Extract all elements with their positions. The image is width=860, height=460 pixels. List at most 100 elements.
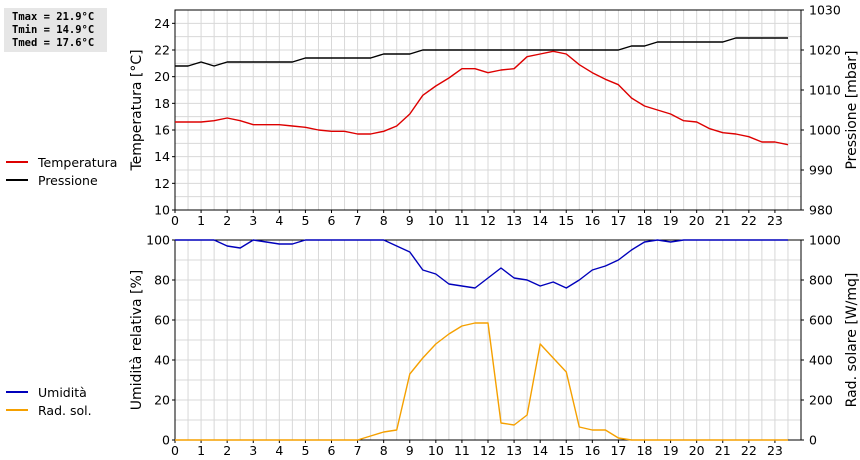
legend-bottom: Umidità Rad. sol. bbox=[6, 383, 92, 419]
x-tick-label: 19 bbox=[663, 213, 679, 228]
x-tick-label: 18 bbox=[637, 213, 653, 228]
y-right-tick-label: 600 bbox=[809, 313, 833, 328]
y-left-tick-label: 20 bbox=[154, 69, 170, 84]
x-tick-label: 17 bbox=[610, 443, 626, 458]
y-left-tick-label: 60 bbox=[154, 313, 170, 328]
series-line-umidita bbox=[175, 239, 788, 289]
x-tick-label: 4 bbox=[275, 213, 283, 228]
x-tick-label: 2 bbox=[223, 443, 231, 458]
y-right-tick-label: 0 bbox=[809, 433, 817, 448]
x-tick-label: 0 bbox=[171, 213, 179, 228]
x-tick-label: 8 bbox=[380, 443, 388, 458]
legend-swatch-radsol bbox=[6, 409, 28, 411]
y-left-tick-label: 22 bbox=[154, 43, 170, 58]
x-tick-label: 8 bbox=[380, 213, 388, 228]
legend-label-temperatura: Temperatura bbox=[38, 154, 118, 170]
x-tick-label: 10 bbox=[428, 213, 444, 228]
x-tick-label: 2 bbox=[223, 213, 231, 228]
x-tick-label: 23 bbox=[767, 443, 783, 458]
y-left-tick-label: 18 bbox=[154, 96, 170, 111]
x-tick-label: 10 bbox=[428, 443, 444, 458]
x-tick-label: 1 bbox=[197, 443, 205, 458]
y-left-tick-label: 100 bbox=[146, 233, 170, 248]
x-tick-label: 17 bbox=[610, 213, 626, 228]
y-right-axis-title: Rad. solare [W/mq] bbox=[844, 273, 860, 408]
x-tick-label: 4 bbox=[275, 443, 283, 458]
tmed-text: Tmed = 17.6°C bbox=[12, 37, 95, 49]
x-tick-label: 3 bbox=[249, 443, 257, 458]
x-tick-label: 12 bbox=[480, 443, 496, 458]
tmin-text: Tmin = 14.9°C bbox=[12, 24, 95, 36]
x-tick-label: 21 bbox=[715, 213, 731, 228]
x-tick-label: 13 bbox=[506, 213, 522, 228]
chart-panel-top: 0 1 2 3 4 5 6 7 8 9 10 11 12 13 14 15 16 17 18 19 20 21 22 2310… bbox=[129, 3, 860, 229]
y-left-axis-title: Temperatura [°C] bbox=[129, 49, 145, 171]
legend-item-temperatura: Temperatura bbox=[6, 153, 117, 171]
y-right-tick-label: 990 bbox=[809, 163, 833, 178]
x-tick-label: 14 bbox=[532, 443, 548, 458]
x-tick-label: 23 bbox=[767, 213, 783, 228]
series-line-temperatura bbox=[175, 50, 789, 146]
x-tick-label: 7 bbox=[354, 213, 362, 228]
legend-swatch-umidita bbox=[6, 391, 28, 393]
y-left-tick-label: 80 bbox=[154, 273, 170, 288]
x-tick-label: 11 bbox=[454, 213, 470, 228]
y-right-tick-label: 980 bbox=[809, 203, 833, 218]
x-tick-label: 3 bbox=[249, 213, 257, 228]
legend-item-umidita: Umidità bbox=[6, 383, 92, 401]
x-tick-label: 18 bbox=[637, 443, 653, 458]
y-right-tick-label: 200 bbox=[809, 393, 833, 408]
x-tick-label: 12 bbox=[480, 213, 496, 228]
x-tick-label: 6 bbox=[328, 443, 336, 458]
series-line-radsol bbox=[175, 322, 788, 441]
x-tick-label: 15 bbox=[558, 443, 574, 458]
legend-item-radsol: Rad. sol. bbox=[6, 401, 92, 419]
x-tick-label: 15 bbox=[558, 213, 574, 228]
x-tick-label: 22 bbox=[741, 443, 757, 458]
y-right-tick-label: 400 bbox=[809, 353, 833, 368]
y-right-tick-label: 1000 bbox=[809, 123, 841, 138]
legend-swatch-temperatura bbox=[6, 161, 28, 163]
y-left-tick-label: 24 bbox=[154, 16, 170, 31]
legend-swatch-pressione bbox=[6, 179, 28, 181]
y-right-tick-label: 1020 bbox=[809, 43, 841, 58]
legend-label-umidita: Umidità bbox=[38, 384, 87, 400]
x-tick-label: 11 bbox=[454, 443, 470, 458]
legend-item-pressione: Pressione bbox=[6, 171, 117, 189]
x-tick-label: 20 bbox=[689, 213, 705, 228]
x-tick-label: 9 bbox=[406, 213, 414, 228]
y-left-tick-label: 14 bbox=[154, 149, 170, 164]
x-tick-label: 13 bbox=[506, 443, 522, 458]
x-tick-label: 7 bbox=[354, 443, 362, 458]
y-right-tick-label: 1000 bbox=[809, 233, 841, 248]
series-line-pressione bbox=[175, 37, 788, 67]
x-tick-label: 16 bbox=[584, 443, 600, 458]
x-tick-label: 22 bbox=[741, 213, 757, 228]
x-tick-label: 5 bbox=[301, 213, 309, 228]
tmax-text: Tmax = 21.9°C bbox=[12, 11, 95, 23]
stats-box: Tmax = 21.9°C Tmin = 14.9°C Tmed = 17.6°… bbox=[4, 8, 107, 52]
y-right-tick-label: 1010 bbox=[809, 83, 841, 98]
x-tick-label: 21 bbox=[715, 443, 731, 458]
legend-label-pressione: Pressione bbox=[38, 172, 98, 188]
x-tick-label: 1 bbox=[197, 213, 205, 228]
x-tick-label: 14 bbox=[532, 213, 548, 228]
y-right-tick-label: 800 bbox=[809, 273, 833, 288]
y-left-tick-label: 16 bbox=[154, 123, 170, 138]
legend-top: Temperatura Pressione bbox=[6, 153, 117, 189]
y-left-tick-label: 10 bbox=[154, 203, 170, 218]
x-tick-label: 0 bbox=[171, 443, 179, 458]
y-right-axis-title: Pressione [mbar] bbox=[844, 50, 860, 169]
x-tick-label: 20 bbox=[689, 443, 705, 458]
chart-panel-bottom: 0 1 2 3 4 5 6 7 8 9 10 11 12 13 14 15 16 17 18 19 20 21 22 2302… bbox=[129, 233, 860, 459]
y-right-tick-label: 1030 bbox=[809, 3, 841, 18]
y-left-axis-title: Umidità relativa [%] bbox=[129, 270, 145, 411]
y-left-tick-label: 40 bbox=[154, 353, 170, 368]
y-left-tick-label: 20 bbox=[154, 393, 170, 408]
y-left-tick-label: 0 bbox=[162, 433, 170, 448]
x-tick-label: 16 bbox=[584, 213, 600, 228]
x-tick-label: 5 bbox=[301, 443, 309, 458]
legend-label-radsol: Rad. sol. bbox=[38, 402, 92, 418]
x-tick-label: 9 bbox=[406, 443, 414, 458]
